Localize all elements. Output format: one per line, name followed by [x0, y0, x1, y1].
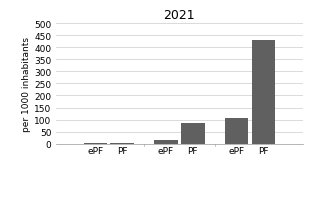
Bar	[225, 119, 248, 144]
Bar	[154, 140, 178, 144]
Bar	[251, 41, 275, 144]
Bar	[181, 124, 205, 144]
Bar	[110, 143, 134, 144]
Title: 2021: 2021	[163, 9, 195, 21]
Y-axis label: per 1000 inhabitants: per 1000 inhabitants	[22, 37, 31, 131]
